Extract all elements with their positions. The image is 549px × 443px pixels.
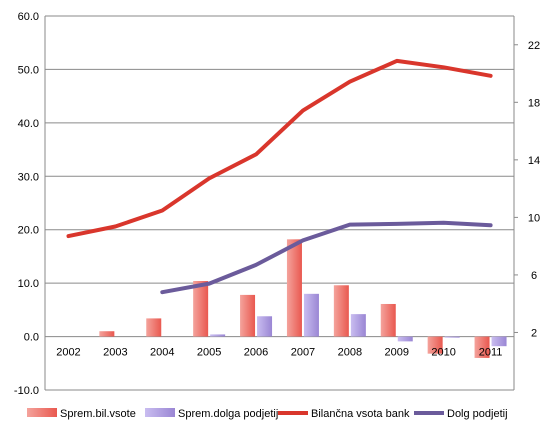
bar: [380, 303, 396, 337]
bar: [491, 336, 507, 347]
left-tick-label: -10.0: [14, 385, 39, 397]
left-tick-label: 10.0: [18, 278, 39, 290]
bar: [427, 336, 443, 354]
left-tick-label: 20.0: [18, 225, 39, 237]
bar: [99, 331, 115, 337]
bar: [210, 334, 226, 337]
grid-lines: [45, 15, 514, 391]
legend-label: Sprem.dolga podjetij: [178, 408, 278, 420]
left-tick-label: 40.0: [18, 118, 39, 130]
x-tick-label: 2008: [338, 347, 362, 359]
bar: [333, 285, 349, 337]
legend-swatch: [145, 408, 175, 417]
right-tick-label: 6: [531, 270, 537, 282]
left-tick-label: 60.0: [18, 11, 39, 23]
bar: [474, 336, 490, 358]
right-tick-label: 10: [528, 212, 540, 224]
legend-swatch: [27, 408, 57, 417]
axes: [44, 16, 518, 390]
bar: [286, 239, 302, 337]
x-tick-label: 2007: [291, 347, 315, 359]
legend-label: Bilančna vsota bank: [311, 408, 410, 420]
bar: [240, 294, 256, 337]
x-tick-label: 2006: [244, 347, 268, 359]
right-tick-label: 18: [528, 97, 540, 109]
x-tick-label: 2011: [479, 347, 503, 359]
left-tick-label: 0.0: [24, 332, 39, 344]
left-tick-label: 30.0: [18, 171, 39, 183]
right-tick-label: 2: [531, 327, 537, 339]
bar: [303, 293, 319, 337]
bar: [146, 318, 162, 337]
bar: [397, 336, 413, 342]
legend-label: Sprem.bil.vsote: [60, 408, 136, 420]
series-line: [160, 220, 493, 295]
bar: [193, 281, 209, 337]
series-line: [66, 58, 493, 239]
x-tick-label: 2003: [103, 347, 127, 359]
tick-labels: -10.0 0.0 10.0 20.0 30.0 40.0 50.0 60.0 2 6 10 14 18…: [14, 11, 540, 397]
x-tick-label: 2005: [197, 347, 221, 359]
bar: [350, 314, 366, 337]
left-tick-label: 50.0: [18, 64, 39, 76]
right-tick-label: 22: [528, 40, 540, 52]
bar: [444, 336, 460, 338]
legend: Sprem.bil.vsote Sprem.dolga podjetij Bilan…: [27, 408, 508, 420]
x-tick-label: 2010: [431, 347, 455, 359]
bar: [257, 316, 273, 337]
bar-series: [99, 239, 507, 358]
line-series: [66, 58, 493, 295]
x-tick-label: 2009: [385, 347, 409, 359]
x-tick-label: 2004: [150, 347, 174, 359]
x-tick-label: 2002: [56, 347, 80, 359]
right-tick-label: 14: [528, 155, 540, 167]
legend-label: Dolg podjetij: [447, 408, 508, 420]
